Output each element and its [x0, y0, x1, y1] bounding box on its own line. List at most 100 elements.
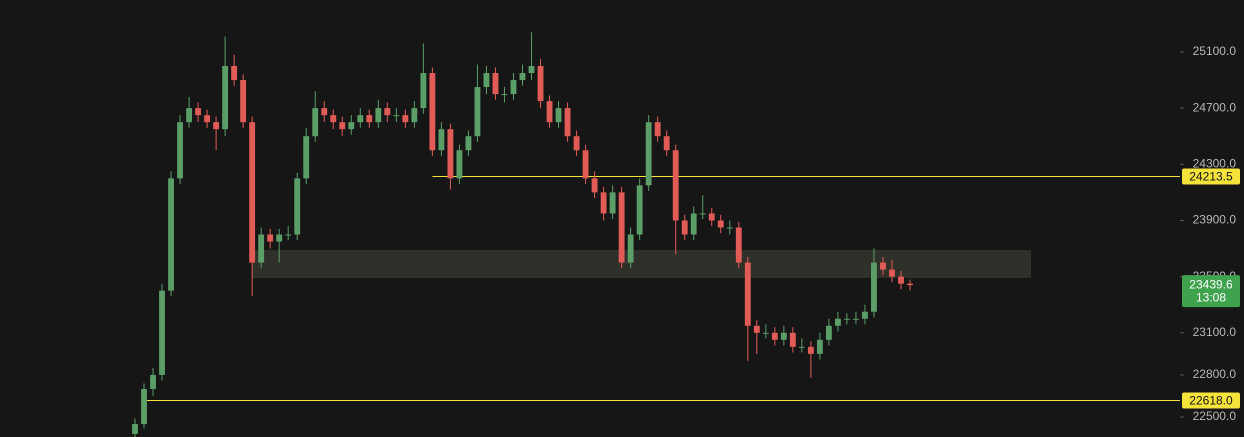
candle-body: [276, 234, 283, 242]
candle-body: [591, 178, 598, 193]
level-tag: [1182, 392, 1240, 409]
candle-body: [663, 136, 670, 151]
candle-body: [609, 192, 616, 214]
candle-body: [474, 87, 481, 137]
candle-body: [258, 234, 265, 263]
candle-body: [330, 115, 337, 123]
candle-body: [429, 73, 436, 151]
candle-body: [150, 374, 156, 389]
candle-body: [564, 108, 571, 137]
axis-panel: [1180, 0, 1244, 437]
candle-body: [898, 276, 904, 284]
candle-body: [528, 65, 535, 74]
candle-body: [402, 115, 409, 123]
candle-body: [303, 136, 310, 179]
candle-body: [555, 108, 562, 123]
candle-body: [582, 150, 589, 179]
level-label: 24213.5: [1189, 170, 1233, 184]
candle-body: [285, 234, 292, 236]
candle-body: [141, 388, 147, 425]
candle-body: [600, 192, 607, 214]
last-price-tag: [1182, 275, 1240, 308]
candle-body: [195, 108, 202, 116]
y-tick-label: 25100.0: [1193, 44, 1237, 58]
y-tick-label: 22500.0: [1193, 409, 1237, 423]
candle-body: [636, 185, 643, 235]
candle-body: [366, 115, 373, 123]
candle-body: [420, 73, 427, 109]
candle-body: [159, 290, 165, 375]
candle-body: [735, 227, 742, 263]
candle-body: [726, 227, 733, 229]
candle-body: [204, 115, 211, 123]
candle-body: [132, 424, 138, 434]
candle-body: [843, 318, 850, 320]
candle-body: [880, 262, 886, 270]
candle-body: [249, 122, 256, 263]
candle-body: [762, 332, 769, 334]
y-tick-label: 24700.0: [1193, 100, 1237, 114]
candle-body: [816, 339, 823, 354]
candle-body: [393, 115, 400, 117]
candle-body: [339, 122, 346, 130]
candle-body: [744, 262, 751, 326]
candle-body: [240, 80, 247, 123]
candle-body: [312, 108, 319, 137]
candle-body: [168, 178, 174, 291]
candle-body: [798, 346, 805, 348]
candle-body: [348, 122, 355, 130]
candle-body: [546, 101, 553, 123]
candle-body: [375, 108, 382, 123]
candle-body: [231, 65, 238, 81]
candle-body: [213, 122, 220, 130]
level-tag: [1182, 168, 1240, 185]
candle-body: [672, 150, 679, 221]
level-label: 22618.0: [1189, 394, 1233, 408]
candle-body: [627, 234, 634, 263]
candle-body: [834, 318, 841, 326]
candle-body: [492, 73, 499, 95]
y-tick-label: 23900.0: [1193, 213, 1237, 227]
candle-body: [717, 220, 724, 228]
candle-body: [889, 269, 895, 277]
candle-body: [519, 73, 526, 81]
candle-body: [384, 108, 391, 116]
candle-body: [411, 108, 418, 123]
y-tick-label: 25500.0: [1193, 0, 1237, 2]
candle-body: [321, 108, 328, 116]
candle-body: [267, 234, 274, 242]
candle-body: [438, 129, 445, 151]
y-tick-label: 22800.0: [1193, 367, 1237, 381]
candle-body: [618, 192, 625, 263]
candle-body: [690, 213, 697, 235]
candle-body: [654, 122, 661, 137]
countdown-label: 13:08: [1196, 290, 1226, 304]
candle-body: [447, 129, 454, 179]
zone: [252, 249, 1031, 279]
y-tick-label: 24300.0: [1193, 156, 1237, 170]
candle-body: [862, 311, 868, 319]
candle-body: [871, 262, 877, 312]
candle-body: [456, 150, 463, 179]
candle-body: [186, 108, 192, 123]
candle-body: [483, 73, 490, 88]
candle-body: [771, 332, 778, 340]
candle-body: [807, 346, 814, 354]
candle-body: [681, 220, 688, 235]
last-price-label: 23439.6: [1189, 277, 1233, 291]
candle-body: [753, 325, 760, 333]
y-tick-label: 23100.0: [1193, 325, 1237, 339]
candle-body: [222, 65, 229, 130]
candle-body: [177, 122, 183, 179]
candle-body: [645, 122, 652, 186]
candle-body: [907, 283, 913, 286]
candle-body: [853, 318, 859, 320]
candle-body: [573, 136, 580, 151]
candle-body: [294, 178, 301, 235]
candle-body: [708, 213, 715, 221]
candle-body: [465, 136, 472, 151]
candle-body: [537, 65, 544, 102]
candle-body: [699, 213, 706, 215]
candle-body: [510, 80, 517, 95]
